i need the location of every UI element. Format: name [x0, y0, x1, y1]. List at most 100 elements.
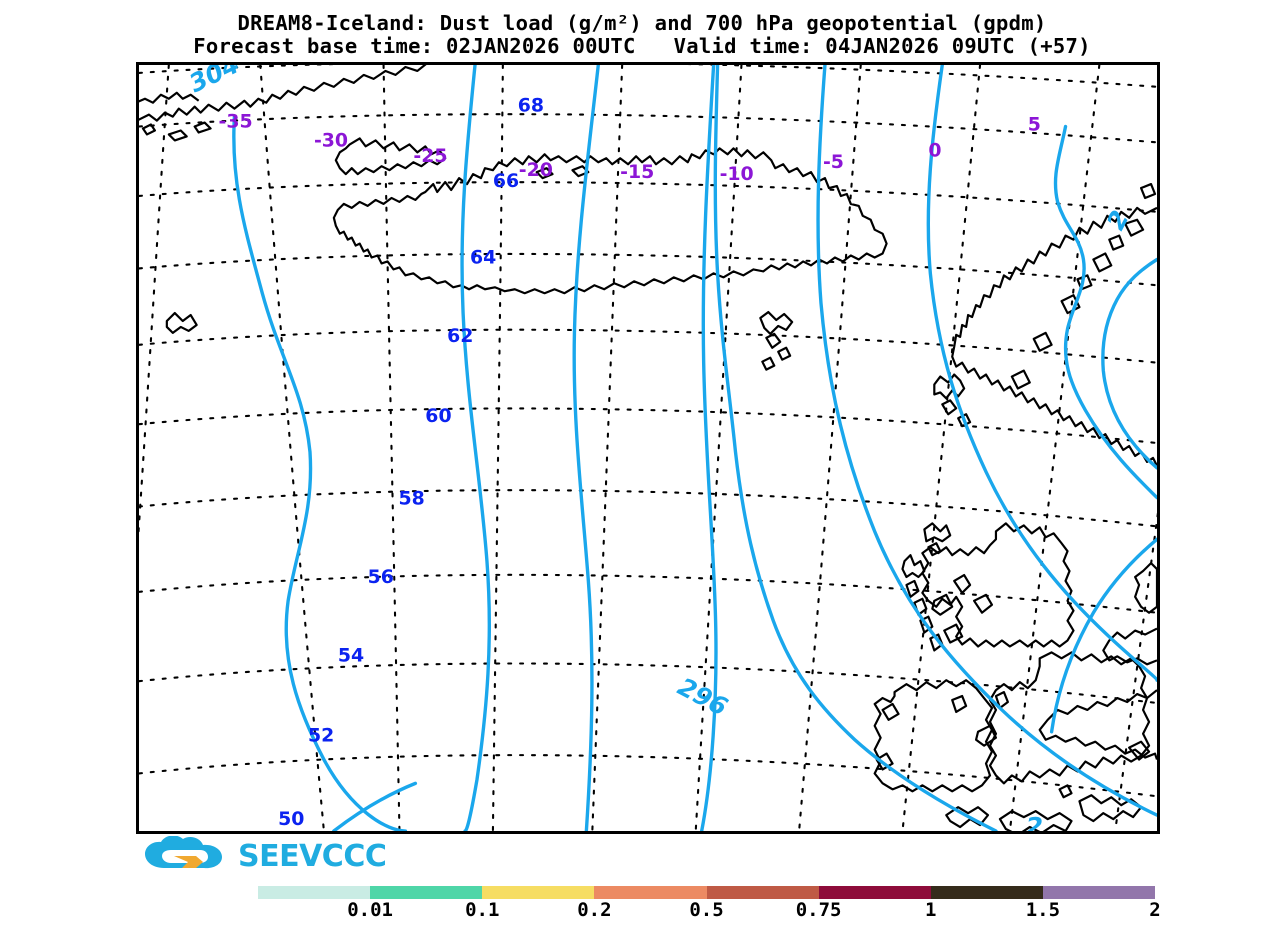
lon-label-5: 5	[1028, 114, 1041, 136]
coastline-netherlands	[1102, 627, 1157, 666]
colorbar-tick-label: 0.75	[795, 899, 842, 921]
coastline-lough-neagh	[951, 694, 968, 714]
title-line-time: Forecast base time: 02JAN2026 00UTC Vali…	[193, 34, 1091, 58]
coastline-iceland-westfjords	[334, 137, 447, 176]
contour-294	[816, 65, 1157, 817]
seevccc-logo: SEEVCCC	[142, 836, 402, 876]
colorbar-segment	[818, 886, 931, 899]
lat-label-66: 66	[493, 170, 519, 192]
contour-label-edge-bottom: 2	[1026, 812, 1043, 831]
coastline-channel-islands	[1058, 784, 1073, 799]
coastline-scotland-lochs	[972, 593, 994, 614]
coastline-denmark	[1134, 562, 1157, 614]
contour-300-b	[572, 65, 600, 831]
colorbar-tick-label: 1.5	[1025, 899, 1061, 921]
coastline-ireland	[873, 679, 994, 793]
coastline-faroe-group	[759, 310, 794, 371]
colorbar-segment	[482, 886, 595, 899]
contour-298	[699, 65, 718, 831]
coastline-wales-peninsula	[974, 724, 998, 747]
lat-label-64: 64	[470, 246, 496, 268]
coastline-skye	[931, 593, 954, 616]
coastline-mull	[943, 623, 964, 644]
colorbar-tick-label: 0.1	[465, 899, 500, 921]
colorbar-tick-label: 2	[1149, 899, 1161, 921]
colorbar-tick-label: 0.2	[577, 899, 612, 921]
latitude-labels: 68 66 64 62 60 58 56 54 52 50	[278, 95, 544, 830]
colorbar-segment	[370, 886, 483, 899]
coastline-norway-island-1	[1140, 182, 1157, 200]
lon-label-m20: -20	[519, 159, 553, 181]
lat-label-52: 52	[308, 725, 334, 747]
contour-label-296: 296	[673, 672, 732, 722]
coastline-norway-fjord-detail-3	[1060, 294, 1081, 315]
coastline-orkney	[923, 522, 952, 557]
coastline-cornwall	[945, 806, 990, 829]
contour-300-a	[460, 65, 492, 831]
coastline-ireland-nw	[881, 702, 900, 721]
colorbar-segment	[930, 886, 1043, 899]
coastline-iceland-islet-2	[571, 165, 590, 178]
logo-text: SEEVCCC	[238, 838, 387, 874]
longitude-labels: -35 -30 -25 -20 -15 -10 -5 0 5	[219, 111, 1041, 186]
map-canvas: 304 296 2 2 68 66 64 62 60 58 56 54 52 5…	[139, 65, 1157, 831]
contour-296	[713, 65, 998, 831]
coastline-scotland	[921, 522, 1075, 648]
lat-label-56: 56	[368, 566, 394, 588]
lat-label-62: 62	[447, 325, 473, 347]
coastline-france-north	[1038, 689, 1157, 760]
colorbar-segment	[258, 886, 371, 899]
coastline-isle-of-man	[994, 690, 1009, 710]
contour-label-304: 304	[185, 65, 244, 98]
lon-label-m30: -30	[314, 129, 348, 151]
lon-label-m5: -5	[823, 151, 844, 173]
colorbar-tick-label: 1	[925, 899, 937, 921]
coastline-norway	[951, 206, 1157, 467]
colorbar-tick-label: 0.01	[347, 899, 394, 921]
colorbar-segment	[594, 886, 707, 899]
coastline-iceland	[332, 147, 888, 295]
geopotential-contours	[232, 65, 1157, 831]
title-line-field: DREAM8-Iceland: Dust load (g/m²) and 700…	[237, 11, 1047, 35]
coastline-greenland-fjords	[139, 91, 200, 104]
coastline-france-brittany	[998, 810, 1073, 831]
coastline-norway-fjord-detail-1	[1124, 218, 1145, 237]
lon-label-m15: -15	[620, 161, 654, 183]
colorbar-segment	[1042, 886, 1155, 899]
lon-label-0: 0	[928, 139, 941, 161]
contour-bottom-left	[332, 781, 418, 831]
coastline-east-anglia	[1128, 740, 1151, 761]
dust-load-colorbar	[258, 886, 1155, 899]
coastline-iceland-islet	[535, 167, 554, 180]
graticule-meridians	[139, 65, 1157, 831]
coastline-greenland	[139, 65, 427, 122]
coastline-norway-fjord-detail-4	[1032, 331, 1053, 352]
colorbar-tick-label: 0.5	[689, 899, 724, 921]
lat-label-60: 60	[425, 405, 451, 427]
coastline-norway-island-2	[1108, 234, 1125, 251]
dust-load-colorbar-labels: 0.01 0.1 0.2 0.5 0.75 1 1.5 2	[258, 899, 1160, 925]
lat-label-58: 58	[398, 488, 424, 510]
coastline-england-wales	[988, 651, 1151, 785]
lon-label-m10: -10	[720, 163, 754, 185]
cloud-arrow-icon	[145, 836, 222, 869]
contour-288	[1101, 257, 1157, 470]
contour-304	[232, 114, 408, 831]
colorbar-segment	[706, 886, 819, 899]
coastline-norway-fjord-detail-2	[1092, 252, 1113, 273]
coastline-greenland-islet-3	[193, 121, 212, 134]
coastline-norway-fjord-detail-5	[1010, 369, 1031, 390]
coastline-faroe	[165, 311, 198, 334]
coastline-normandy	[1078, 794, 1143, 823]
lon-label-m25: -25	[413, 145, 447, 167]
coastline-ireland-west-bays	[875, 752, 894, 771]
lat-label-50: 50	[278, 808, 304, 830]
contour-290	[1053, 124, 1157, 500]
coastline-greenland-islet-1	[141, 123, 156, 136]
map-plot-area[interactable]: 304 296 2 2 68 66 64 62 60 58 56 54 52 5…	[136, 62, 1160, 834]
lat-label-54: 54	[338, 644, 364, 666]
coastline-scotland-west	[953, 573, 972, 594]
page-title: DREAM8-Iceland: Dust load (g/m²) and 700…	[0, 12, 1284, 58]
coastline-greenland-islet-2	[167, 129, 188, 142]
